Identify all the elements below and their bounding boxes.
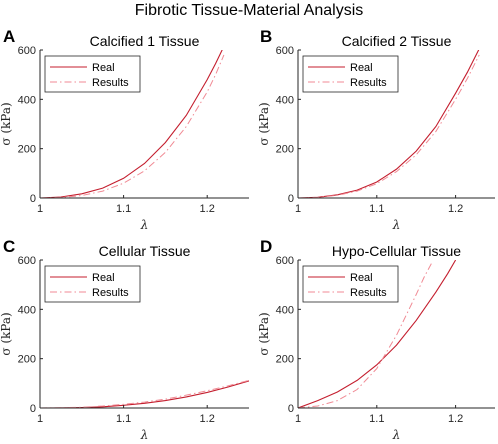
x-tick-label: 1.2 [200, 413, 215, 425]
panel-letter: B [260, 27, 272, 46]
y-tick-label: 0 [288, 403, 294, 415]
y-axis-label: σ (kPa) [0, 102, 13, 145]
series-line-real [298, 260, 457, 408]
legend-label-results: Results [350, 287, 387, 299]
x-axis-label: λ [140, 428, 149, 442]
legend-box [44, 55, 141, 93]
legend: Real Results [44, 55, 141, 93]
y-tick-label: 400 [18, 304, 36, 316]
legend: Real Results [302, 265, 399, 303]
chart-panel-a: A Calcified 1 Tissue 1 1.1 1.2 0 200 400 600 λ σ (… [0, 27, 249, 232]
panel-letter: C [3, 237, 15, 256]
y-tick-label: 0 [288, 193, 294, 205]
legend-label-results: Results [92, 287, 129, 299]
chart-panel-b: B Calcified 2 Tissue 1 1.1 1.2 0 200 400 600 λ σ (… [257, 27, 495, 232]
y-tick-label: 200 [18, 354, 36, 366]
legend-label-results: Results [350, 77, 387, 89]
x-tick-label: 1 [295, 413, 301, 425]
y-tick-label: 200 [276, 354, 294, 366]
legend-label-real: Real [92, 272, 115, 284]
y-axis-label: σ (kPa) [257, 312, 271, 355]
y-tick-label: 600 [276, 255, 294, 267]
y-tick-label: 400 [276, 94, 294, 106]
panel-letter: D [260, 237, 272, 256]
series-line-results [298, 262, 433, 408]
x-tick-label: 1 [295, 203, 301, 215]
legend-label-results: Results [92, 77, 129, 89]
legend-box [302, 55, 399, 93]
x-axis-label: λ [392, 428, 401, 442]
x-tick-label: 1 [37, 413, 43, 425]
y-tick-label: 600 [18, 45, 36, 57]
panel-title: Cellular Tissue [99, 243, 191, 259]
x-tick-label: 1.2 [448, 413, 463, 425]
legend: Real Results [302, 55, 399, 93]
legend-label-real: Real [92, 62, 115, 74]
x-tick-label: 1.1 [116, 413, 131, 425]
series-line-results [40, 379, 249, 408]
y-axis-label: σ (kPa) [257, 102, 271, 145]
legend-box [44, 265, 141, 303]
panel-title: Calcified 1 Tissue [90, 33, 200, 49]
x-tick-label: 1.1 [369, 413, 384, 425]
y-tick-label: 200 [18, 144, 36, 156]
y-tick-label: 400 [18, 94, 36, 106]
x-tick-label: 1.1 [369, 203, 384, 215]
chart-panels: A Calcified 1 Tissue 1 1.1 1.2 0 200 400 600 λ σ (… [0, 27, 495, 442]
y-tick-label: 600 [18, 255, 36, 267]
chart-panel-d: D Hypo-Cellular Tissue 1 1.1 1.2 0 200 400 600 λ σ… [257, 237, 495, 442]
y-tick-label: 0 [30, 403, 36, 415]
figure-title: Fibrotic Tissue-Material Analysis [135, 2, 364, 19]
x-tick-label: 1.1 [116, 203, 131, 215]
legend: Real Results [44, 265, 141, 303]
panel-title: Hypo-Cellular Tissue [332, 243, 461, 259]
x-tick-label: 1.2 [448, 203, 463, 215]
x-axis-label: λ [140, 218, 149, 232]
panel-title: Calcified 2 Tissue [342, 33, 452, 49]
x-tick-label: 1 [37, 203, 43, 215]
panel-letter: A [3, 27, 15, 46]
y-tick-label: 600 [276, 45, 294, 57]
x-axis-label: λ [392, 218, 401, 232]
x-tick-label: 1.2 [200, 203, 215, 215]
y-tick-label: 400 [276, 304, 294, 316]
series-line-real [40, 50, 223, 198]
y-tick-label: 0 [30, 193, 36, 205]
legend-label-real: Real [350, 272, 373, 284]
series-line-results [298, 54, 480, 198]
chart-panel-c: C Cellular Tissue 1 1.1 1.2 0 200 400 600 λ σ (kPa… [0, 237, 249, 442]
y-tick-label: 200 [276, 144, 294, 156]
series-line-results [40, 54, 225, 198]
legend-box [302, 265, 399, 303]
series-line-real [40, 380, 249, 408]
legend-label-real: Real [350, 62, 373, 74]
y-axis-label: σ (kPa) [0, 312, 13, 355]
